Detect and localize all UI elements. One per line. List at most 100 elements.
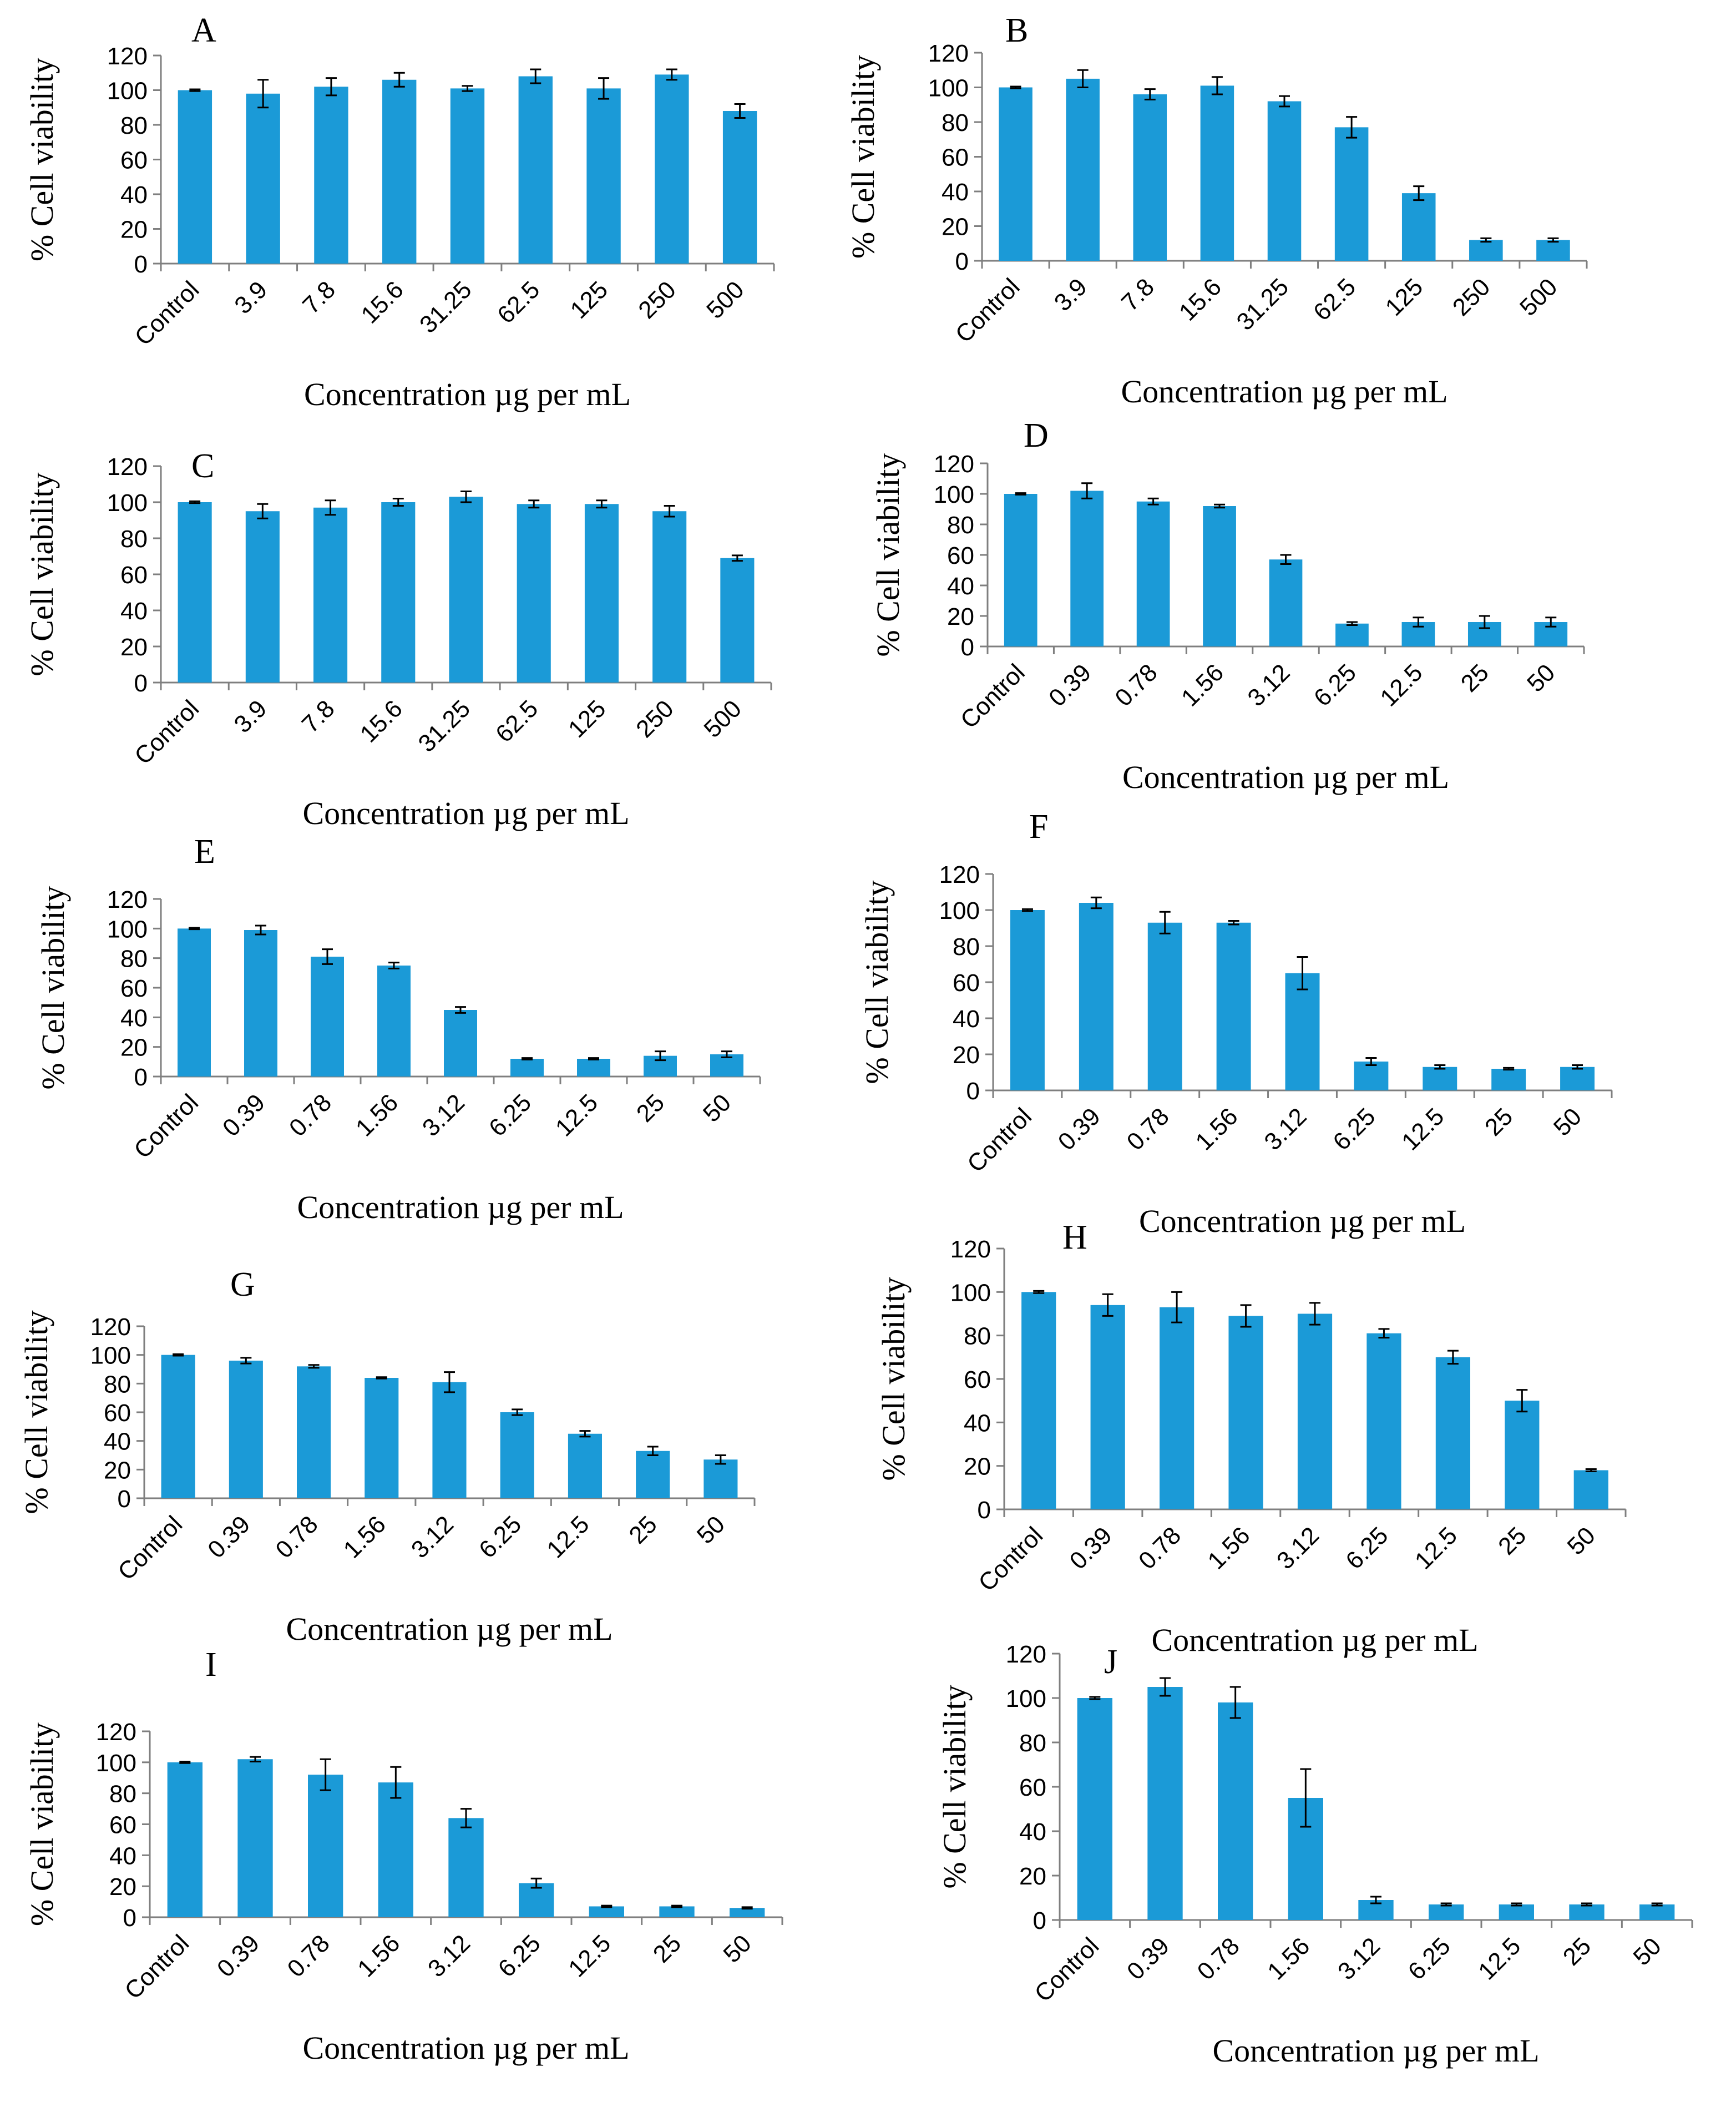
error-bar xyxy=(1480,237,1492,243)
error-bar xyxy=(257,503,269,519)
x-tick-label: 250 xyxy=(633,276,681,324)
error-bar xyxy=(1365,1057,1377,1066)
bar-7.8 xyxy=(313,507,348,683)
bar-0.39 xyxy=(229,1361,263,1498)
bar-0.78 xyxy=(1218,1702,1253,1920)
x-tick-label: 0.78 xyxy=(1192,1932,1245,1985)
x-tick-label: 125 xyxy=(563,695,611,743)
error-bar xyxy=(1090,896,1102,909)
y-tick-label: 40 xyxy=(947,573,974,600)
y-tick-label: 40 xyxy=(120,598,148,625)
x-tick-label: 1.56 xyxy=(1190,1103,1243,1155)
y-tick-label: 60 xyxy=(120,147,148,174)
error-bar xyxy=(1479,615,1490,629)
x-tick-label: Control xyxy=(130,276,205,351)
x-tick-label: 3.12 xyxy=(406,1510,459,1563)
bar-250 xyxy=(655,74,689,264)
bar-125 xyxy=(586,88,621,264)
error-bar xyxy=(325,499,336,516)
x-tick-label: 3.12 xyxy=(417,1089,470,1141)
x-tick-label: Control xyxy=(955,659,1030,734)
error-bar xyxy=(598,77,610,100)
bar-15.6 xyxy=(382,79,417,264)
x-tick-label: Control xyxy=(1029,1932,1104,2007)
x-tick-label: 7.8 xyxy=(297,276,341,319)
error-bar xyxy=(671,1904,682,1908)
x-tick-label: Control xyxy=(129,695,204,770)
x-tick-label: 12.5 xyxy=(1375,659,1428,711)
error-bar xyxy=(512,1408,523,1416)
y-tick-label: 100 xyxy=(107,489,148,517)
x-axis-title: Concentration µg per mL xyxy=(302,2030,629,2066)
bar-0.78 xyxy=(308,1775,343,1917)
y-tick-label: 40 xyxy=(942,179,969,206)
error-bar xyxy=(388,962,399,969)
bar-500 xyxy=(1536,240,1570,261)
bar-62.5 xyxy=(1334,127,1369,261)
y-tick-label: 60 xyxy=(104,1399,131,1427)
y-tick-label: 80 xyxy=(942,109,969,137)
bar-Control xyxy=(178,90,212,264)
error-bar xyxy=(1010,85,1021,89)
bar-15.6 xyxy=(381,502,416,683)
chart-panel-i: I 0 20 40 60 80 100 120 Control 0.39 0.78 1.56 3.12 6… xyxy=(24,1646,783,2066)
bar-1.56 xyxy=(378,1782,413,1917)
error-bar xyxy=(1346,116,1358,139)
error-bar xyxy=(240,1357,252,1365)
error-bar xyxy=(1503,1067,1515,1071)
error-bar xyxy=(731,554,743,562)
bar-Control xyxy=(1010,910,1045,1090)
x-axis-title: Concentration µg per mL xyxy=(302,795,629,831)
error-bar xyxy=(189,927,200,931)
chart-panel-f: F 0 20 40 60 80 100 120 Control 0.39 0.78 1.56 3.12 6… xyxy=(859,808,1613,1239)
y-tick-label: 100 xyxy=(950,1279,991,1306)
x-tick-label: 0.78 xyxy=(282,1929,335,1982)
x-tick-label: 0.39 xyxy=(1065,1522,1117,1574)
error-bar xyxy=(1511,1902,1522,1907)
x-tick-label: 25 xyxy=(1456,659,1494,697)
bar-25 xyxy=(1569,1904,1605,1920)
y-tick-label: 120 xyxy=(96,1719,136,1746)
y-tick-label: 60 xyxy=(953,969,980,997)
error-bar xyxy=(530,68,541,84)
error-bar xyxy=(715,1454,726,1465)
panel-letter: F xyxy=(1029,808,1048,846)
x-tick-label: 6.25 xyxy=(493,1929,546,1982)
x-tick-label: 25 xyxy=(648,1929,686,1968)
error-bar xyxy=(721,1050,732,1058)
error-bar xyxy=(460,491,472,503)
x-tick-label: 1.56 xyxy=(1176,659,1229,711)
x-tick-label: 12.5 xyxy=(550,1089,603,1141)
x-tick-label: Control xyxy=(962,1103,1037,1178)
error-bar xyxy=(393,72,405,88)
panel-letter: A xyxy=(191,12,216,49)
x-tick-label: 50 xyxy=(1548,1103,1587,1141)
x-axis-title: Concentration µg per mL xyxy=(1212,2033,1539,2069)
bar-12.5 xyxy=(1435,1357,1470,1509)
bar-12.5 xyxy=(568,1433,602,1498)
x-tick-label: 62.5 xyxy=(490,695,543,747)
bar-15.6 xyxy=(1200,85,1234,261)
x-tick-label: 25 xyxy=(1558,1932,1596,1970)
panel-letter: I xyxy=(205,1646,217,1684)
bar-0.78 xyxy=(1160,1307,1195,1509)
error-bar xyxy=(322,948,333,965)
error-bar xyxy=(1440,1902,1452,1907)
x-axis-title: Concentration µg per mL xyxy=(1151,1622,1478,1658)
x-tick-label: 7.8 xyxy=(297,695,340,738)
y-tick-label: 20 xyxy=(120,1034,148,1062)
error-bar xyxy=(325,77,337,97)
x-tick-label: 0.39 xyxy=(1122,1932,1175,1985)
x-tick-label: 0.39 xyxy=(1053,1103,1106,1155)
error-bar xyxy=(1159,911,1171,934)
x-tick-label: 25 xyxy=(631,1089,670,1127)
error-bar xyxy=(308,1364,320,1369)
x-tick-label: 62.5 xyxy=(492,276,545,329)
error-bar xyxy=(1214,503,1226,509)
error-bar xyxy=(596,499,608,509)
y-tick-label: 0 xyxy=(134,670,148,697)
x-tick-label: 15.6 xyxy=(355,695,408,747)
x-tick-label: 0.39 xyxy=(203,1510,255,1563)
error-bar xyxy=(179,1760,191,1764)
bar-0.39 xyxy=(237,1759,273,1917)
